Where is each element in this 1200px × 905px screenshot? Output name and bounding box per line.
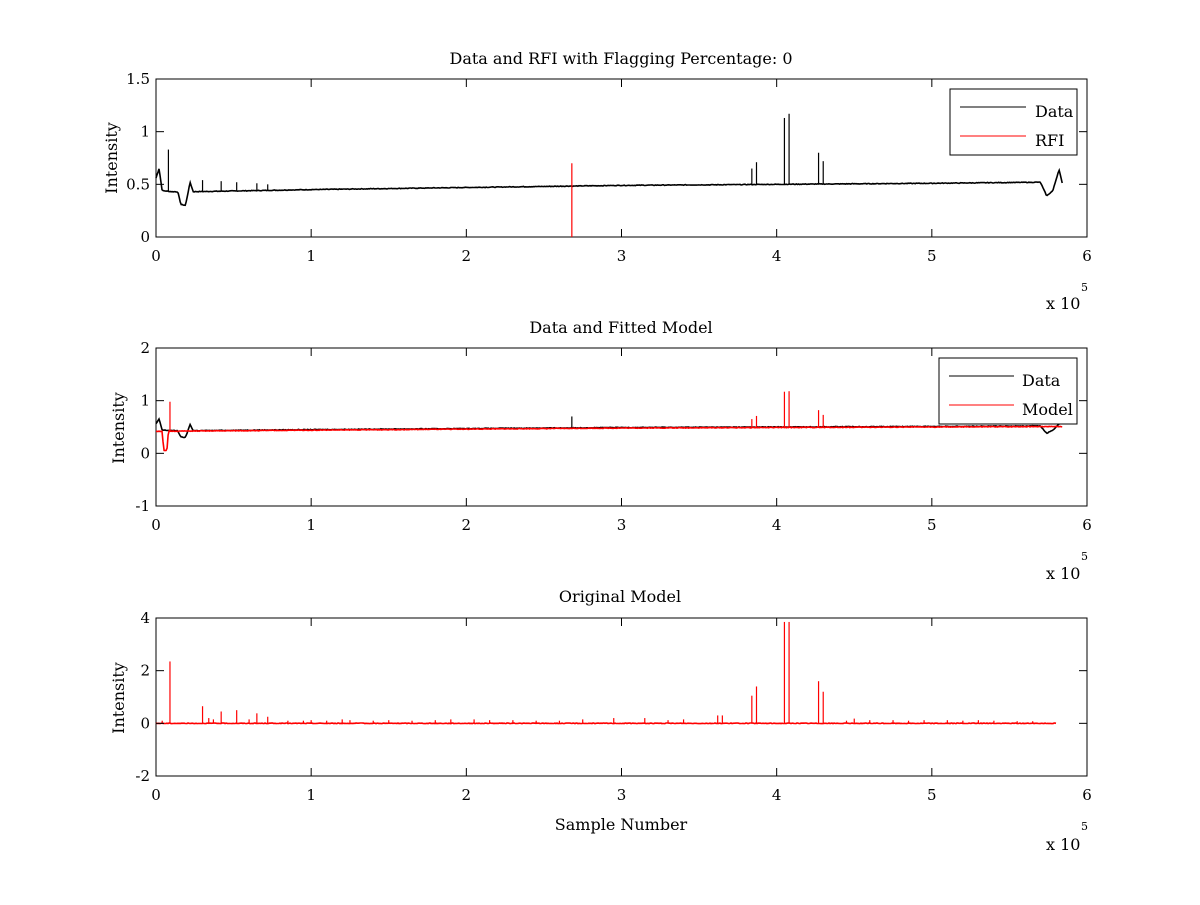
panel-fit-xtick-label: 3 (617, 516, 627, 534)
panel-fit-ytick-label: 0 (140, 444, 150, 462)
panel-rfi-xtick-label: 0 (151, 247, 161, 265)
panel-fit-legend-label-model: Model (1022, 400, 1073, 419)
panel-original-ytick-label: 2 (140, 662, 150, 680)
panel-original-x-multiplier: x 10 (1046, 835, 1080, 854)
panel-original-xtick-label: 6 (1082, 786, 1092, 804)
panel-fit-ylabel: Intensity (109, 392, 128, 464)
panel-fit-xtick-label: 1 (306, 516, 316, 534)
panel-fit-xtick-label: 5 (927, 516, 937, 534)
panel-fit-marks (155, 391, 1063, 452)
panel-original-xtick-label: 3 (617, 786, 627, 804)
panel-original-ylabel: Intensity (109, 662, 128, 734)
panel-rfi-xtick-label: 1 (306, 247, 316, 265)
panel-fit-x-multiplier: x 10 (1046, 564, 1080, 583)
panel-rfi-xtick-label: 5 (927, 247, 937, 265)
panel-rfi-series-data-line (155, 167, 1063, 207)
panel-rfi-legend-box (949, 88, 1078, 156)
panel-fit-xtick-label: 0 (151, 516, 161, 534)
panel-rfi-ticks: 0 1 2 3 4 5 6 0 0.5 1 1.5 (126, 70, 1092, 265)
panel-rfi-xtick-label: 2 (462, 247, 472, 265)
panel-fit-ytick-label: 2 (140, 339, 150, 357)
panel-fit-x-exponent: 5 (1081, 550, 1088, 563)
panel-original-xtick-label: 4 (772, 786, 782, 804)
panel-original-ytick-label: -2 (135, 767, 150, 785)
panel-fit-ytick-label: 1 (140, 392, 150, 410)
panel-fit-legend: Data Model (938, 357, 1078, 425)
panel-rfi-legend: Data RFI (949, 88, 1078, 156)
panel-rfi-ytick-label: 0 (140, 228, 150, 246)
panel-rfi-title: Data and RFI with Flagging Percentage: 0 (449, 49, 792, 68)
panel-rfi: Data and RFI with Flagging Percentage: 0… (102, 49, 1092, 313)
panel-original-xtick-label: 0 (151, 786, 161, 804)
panel-rfi-legend-label-rfi: RFI (1035, 131, 1064, 150)
panel-rfi-ytick-label: 1.5 (126, 70, 150, 88)
panel-rfi-xtick-label: 4 (772, 247, 782, 265)
panel-fit-xtick-label: 6 (1082, 516, 1092, 534)
panel-original-ytick-label: 0 (140, 714, 150, 732)
panel-fit-series-model-line (155, 425, 1063, 452)
panel-rfi-ytick-label: 1 (140, 123, 150, 141)
panel-rfi-x-exponent: 5 (1081, 281, 1088, 294)
panel-rfi-x-multiplier: x 10 (1046, 294, 1080, 313)
panel-fit-legend-box (938, 357, 1078, 425)
panel-fit-title: Data and Fitted Model (529, 318, 712, 337)
panel-rfi-xtick-label: 3 (617, 247, 627, 265)
panel-fit-xtick-label: 4 (772, 516, 782, 534)
panel-original-ytick-label: 4 (140, 609, 150, 627)
panel-rfi-ytick-label: 0.5 (126, 175, 150, 193)
panel-fit-legend-label-data: Data (1022, 371, 1061, 390)
panel-fit-ytick-label: -1 (135, 497, 150, 515)
panel-rfi-ylabel: Intensity (102, 122, 121, 194)
panel-rfi-xtick-label: 6 (1082, 247, 1092, 265)
panel-original-title: Original Model (559, 587, 681, 606)
panel-original-xtick-label: 5 (927, 786, 937, 804)
panel-original-series-model-line (155, 722, 1057, 725)
panel-rfi-marks (155, 113, 1063, 237)
panel-rfi-legend-label-data: Data (1035, 102, 1074, 121)
panel-original-xtick-label: 1 (306, 786, 316, 804)
panel-fit-xtick-label: 2 (462, 516, 472, 534)
panel-original-x-exponent: 5 (1081, 820, 1088, 833)
panel-original-xlabel: Sample Number (555, 815, 688, 834)
panel-original-xtick-label: 2 (462, 786, 472, 804)
